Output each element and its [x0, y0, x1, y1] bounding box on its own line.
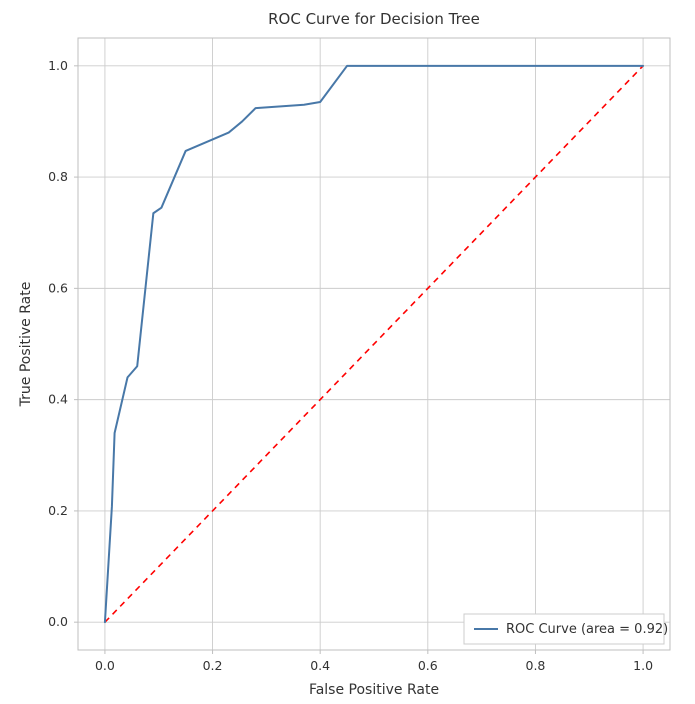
xtick-label: 0.0 — [95, 658, 115, 673]
ytick-label: 0.6 — [48, 280, 68, 295]
ytick-label: 1.0 — [48, 58, 68, 73]
xtick-label: 1.0 — [633, 658, 653, 673]
xtick-label: 0.8 — [526, 658, 546, 673]
x-axis-label: False Positive Rate — [309, 682, 439, 698]
roc-chart-svg: 0.0 0.2 0.4 0.6 0.8 1.0 0.0 0.2 0.4 0.6 0.8 1.0 Fals… — [0, 0, 695, 704]
ytick-label: 0.2 — [48, 503, 68, 518]
ytick-label: 0.0 — [48, 614, 68, 629]
xtick-label: 0.6 — [418, 658, 438, 673]
chart-title: ROC Curve for Decision Tree — [268, 10, 480, 28]
xtick-label: 0.4 — [310, 658, 330, 673]
roc-chart-container: 0.0 0.2 0.4 0.6 0.8 1.0 0.0 0.2 0.4 0.6 0.8 1.0 Fals… — [0, 0, 695, 704]
y-axis-label: True Positive Rate — [18, 282, 34, 408]
xtick-label: 0.2 — [203, 658, 223, 673]
ytick-label: 0.8 — [48, 169, 68, 184]
legend-label: ROC Curve (area = 0.92) — [506, 622, 668, 637]
ytick-label: 0.4 — [48, 392, 68, 407]
